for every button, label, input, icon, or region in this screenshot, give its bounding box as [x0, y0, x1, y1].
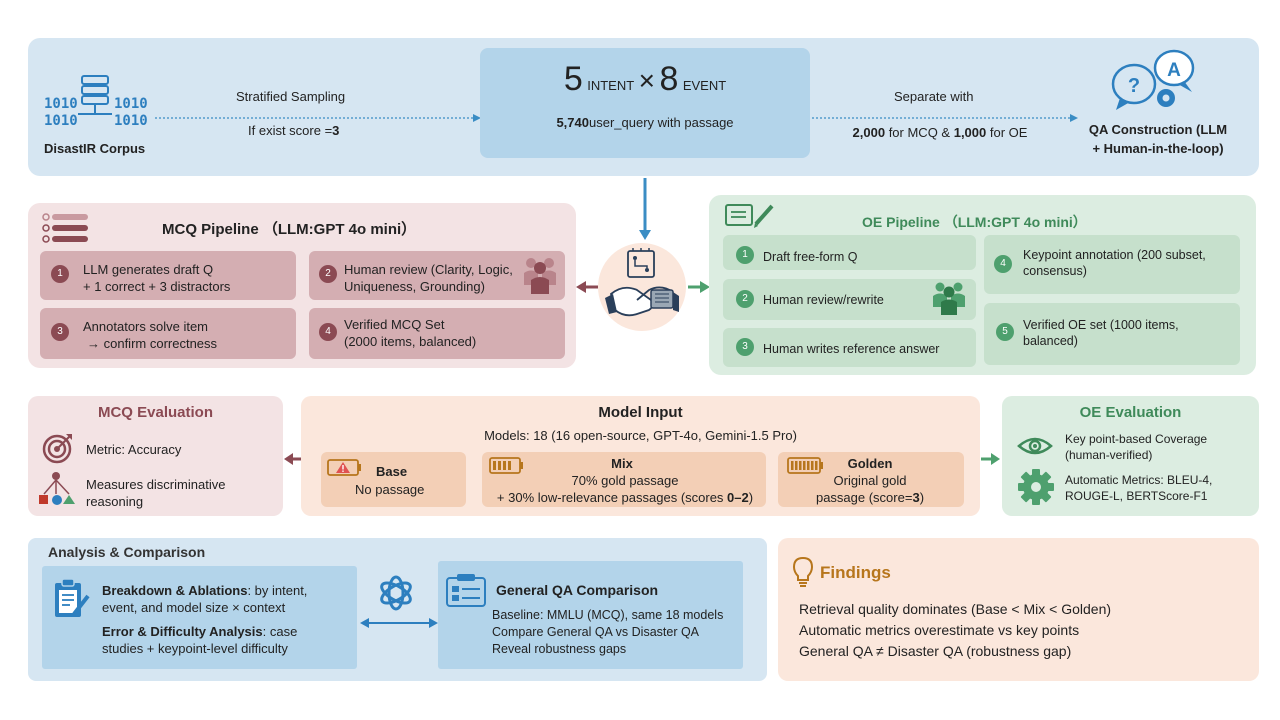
step-number: 3	[736, 338, 754, 356]
intent-event-heading: 5 INTENT × 8 EVENT	[563, 60, 727, 98]
oe-step-text: Verified OE set (1000 items, balanced)	[1023, 318, 1179, 348]
arrow-to-oe-eval	[981, 452, 1001, 470]
step-number: 2	[319, 265, 337, 283]
target-icon	[42, 432, 74, 469]
mix-title: Mix	[611, 456, 633, 471]
step-number: 4	[319, 323, 337, 341]
oe-step	[984, 303, 1240, 365]
arrow-down	[638, 178, 652, 247]
corpus-label: DisastIR Corpus	[44, 141, 146, 156]
qa-construction-label: QA Construction (LLM + Human-in-the-loop)	[1088, 122, 1228, 156]
intent-event-box	[480, 48, 810, 158]
oe-pipeline-title: OE Pipeline （LLM:GPT 4o mini）	[862, 214, 1087, 230]
general-qa-lines: Baseline: MMLU (MCQ), same 18 models Com…	[492, 608, 724, 656]
svg-text:?: ?	[1128, 75, 1140, 97]
lightbulb-icon	[792, 556, 814, 593]
arrow-to-center	[155, 110, 485, 128]
people-icon	[521, 255, 559, 300]
separate-label: Separate with	[894, 89, 974, 104]
split-counts: 2,000 for MCQ & 1,000 for OE	[852, 125, 1028, 140]
oe-evaluation-title: OE Evaluation	[1079, 404, 1182, 421]
handshake-robot-icon	[603, 248, 681, 333]
decision-tree-icon	[36, 470, 80, 511]
empty-battery-icon	[327, 459, 363, 482]
findings-panel	[778, 538, 1259, 681]
step-number: 2	[736, 290, 754, 308]
analysis-title: Analysis & Comparison	[48, 544, 206, 560]
step-number: 1	[736, 246, 754, 264]
mcq-metric: Metric: Accuracy	[86, 442, 182, 457]
arrow-to-qa	[812, 110, 1082, 128]
binary-icon: 1010 1010	[44, 96, 78, 129]
oe-step-text: Human writes reference answer	[763, 342, 940, 356]
step-number: 5	[996, 323, 1014, 341]
mcq-step-text: Annotators solve item → confirm correctne…	[83, 319, 218, 351]
mcq-step-text: Human review (Clarity, Logic, Uniqueness,…	[344, 262, 513, 294]
arrow-to-mcq-eval	[284, 452, 304, 470]
golden-title: Golden	[847, 456, 893, 471]
findings-list: Retrieval quality dominates (Base < Mix …	[799, 599, 1111, 662]
qa-chat-icon: ? A	[1108, 48, 1204, 118]
mcq-step	[40, 308, 296, 359]
mcq-step-text: LLM generates draft Q + 1 correct + 3 dis…	[83, 262, 231, 294]
oe-step	[723, 328, 976, 367]
edit-form-icon	[724, 202, 780, 235]
model-input-title: Model Input	[598, 404, 683, 421]
sampling-label: Stratified Sampling	[236, 89, 346, 104]
base-context-box	[321, 452, 466, 507]
mcq-step	[309, 251, 565, 300]
general-qa-box	[438, 561, 743, 669]
arrow-right-to-oe	[688, 280, 712, 298]
mcq-step	[309, 308, 565, 359]
step-number: 1	[51, 265, 69, 283]
breakdown-text: Breakdown & Ablations: by intent, event,…	[102, 583, 308, 656]
score-condition: If exist score =3	[248, 123, 340, 138]
mcq-step	[40, 251, 296, 300]
database-icon	[42, 74, 152, 132]
mcq-measure: Measures discriminative reasoning	[86, 477, 226, 509]
full-battery-icon	[787, 457, 825, 480]
list-icon	[40, 212, 92, 251]
oe-step	[984, 235, 1240, 294]
mix-desc: 70% gold passage + 30% low-relevance pas…	[496, 473, 754, 505]
half-battery-icon	[489, 457, 525, 480]
oe-step-text: Draft free-form Q	[763, 250, 858, 264]
base-desc: No passage	[355, 482, 425, 497]
double-arrow	[360, 616, 440, 635]
binary-icon: 1010 1010	[114, 96, 148, 129]
eye-icon	[1017, 434, 1053, 463]
mcq-step-text: Verified MCQ Set (2000 items, balanced)	[344, 317, 477, 349]
finding-item: Retrieval quality dominates (Base < Mix …	[799, 601, 1112, 617]
finding-item: General QA ≠ Disaster QA (robustness gap…	[799, 643, 1072, 659]
openai-logo-icon	[376, 572, 416, 619]
handshake-circle	[598, 243, 686, 331]
mcq-pipeline-title: MCQ Pipeline （LLM:GPT 4o mini）	[162, 221, 417, 238]
clipboard-edit-icon	[52, 578, 92, 627]
gear-icon	[1017, 468, 1055, 511]
oe-step-text: Keypoint annotation (200 subset, consensu…	[1023, 248, 1206, 278]
oe-keypoint-metric: Key point-based Coverage (human-verified)	[1065, 432, 1208, 462]
base-title: Base	[376, 464, 408, 479]
svg-text:A: A	[1167, 60, 1181, 81]
people-icon	[931, 280, 967, 321]
mcq-evaluation-panel	[28, 396, 283, 516]
general-qa-title: General QA Comparison	[496, 582, 659, 598]
oe-step-text: Human review/rewrite	[763, 293, 884, 307]
finding-item: Automatic metrics overestimate vs key po…	[799, 622, 1080, 638]
breakdown-box	[42, 566, 357, 669]
models-list: Models: 18 (16 open-source, GPT-4o, Gemi…	[484, 428, 797, 443]
step-number: 3	[51, 323, 69, 341]
oe-automatic-metrics: Automatic Metrics: BLEU-4, ROUGE-L, BERTS…	[1065, 473, 1213, 503]
form-checklist-icon	[446, 574, 488, 613]
mcq-evaluation-title: MCQ Evaluation	[97, 404, 213, 421]
mix-context-box	[482, 452, 766, 507]
oe-step	[723, 235, 976, 270]
step-number: 4	[994, 255, 1012, 273]
golden-desc: Original gold passage (score=3)	[815, 473, 925, 505]
findings-title: Findings	[820, 563, 891, 582]
arrow-left-to-mcq	[576, 280, 600, 298]
query-count: 5,740user_query with passage	[556, 115, 734, 130]
